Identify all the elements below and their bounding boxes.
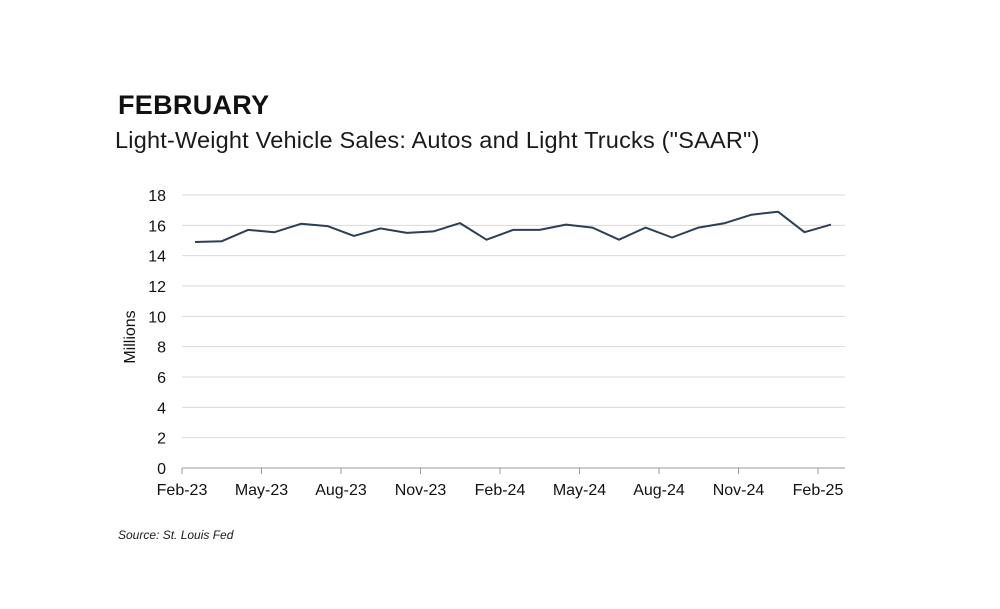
- page-heading: FEBRUARY: [118, 90, 270, 120]
- series-layer: [194, 210, 832, 243]
- x-tick-label: Aug-23: [315, 482, 367, 499]
- x-tick-label: Feb-25: [793, 482, 844, 499]
- grid-lines: [182, 194, 845, 439]
- y-tick-label: 10: [148, 309, 166, 326]
- x-tick-label: Feb-23: [157, 482, 208, 499]
- source-note: Source: St. Louis Fed: [118, 528, 234, 542]
- y-tick-label: 16: [148, 218, 166, 235]
- y-tick-label: 4: [157, 400, 166, 417]
- x-tick-label: May-24: [553, 482, 606, 499]
- x-tick-label: May-23: [235, 482, 288, 499]
- y-axis-ticks: 0 2 4 6 8 10 12 14 16 18: [148, 188, 166, 478]
- x-tick-label: Aug-24: [633, 482, 685, 499]
- y-axis-title: Millions: [122, 310, 139, 363]
- x-tick-label: Nov-23: [395, 482, 447, 499]
- y-tick-label: 18: [148, 188, 166, 205]
- x-tick-label: Feb-24: [475, 482, 526, 499]
- chart-title: Light-Weight Vehicle Sales: Autos and Li…: [115, 127, 760, 153]
- y-tick-label: 12: [148, 279, 166, 296]
- y-tick-label: 8: [157, 340, 166, 357]
- y-tick-label: 14: [148, 249, 166, 266]
- y-tick-label: 6: [157, 370, 166, 387]
- y-tick-label: 2: [157, 431, 166, 448]
- x-axis-ticks: Feb-23 May-23 Aug-23 Nov-23 Feb-24 May-24 Aug-…: [157, 468, 844, 499]
- y-tick-label: 0: [157, 461, 166, 478]
- x-tick-label: Nov-24: [713, 482, 765, 499]
- series-line: [194, 210, 832, 243]
